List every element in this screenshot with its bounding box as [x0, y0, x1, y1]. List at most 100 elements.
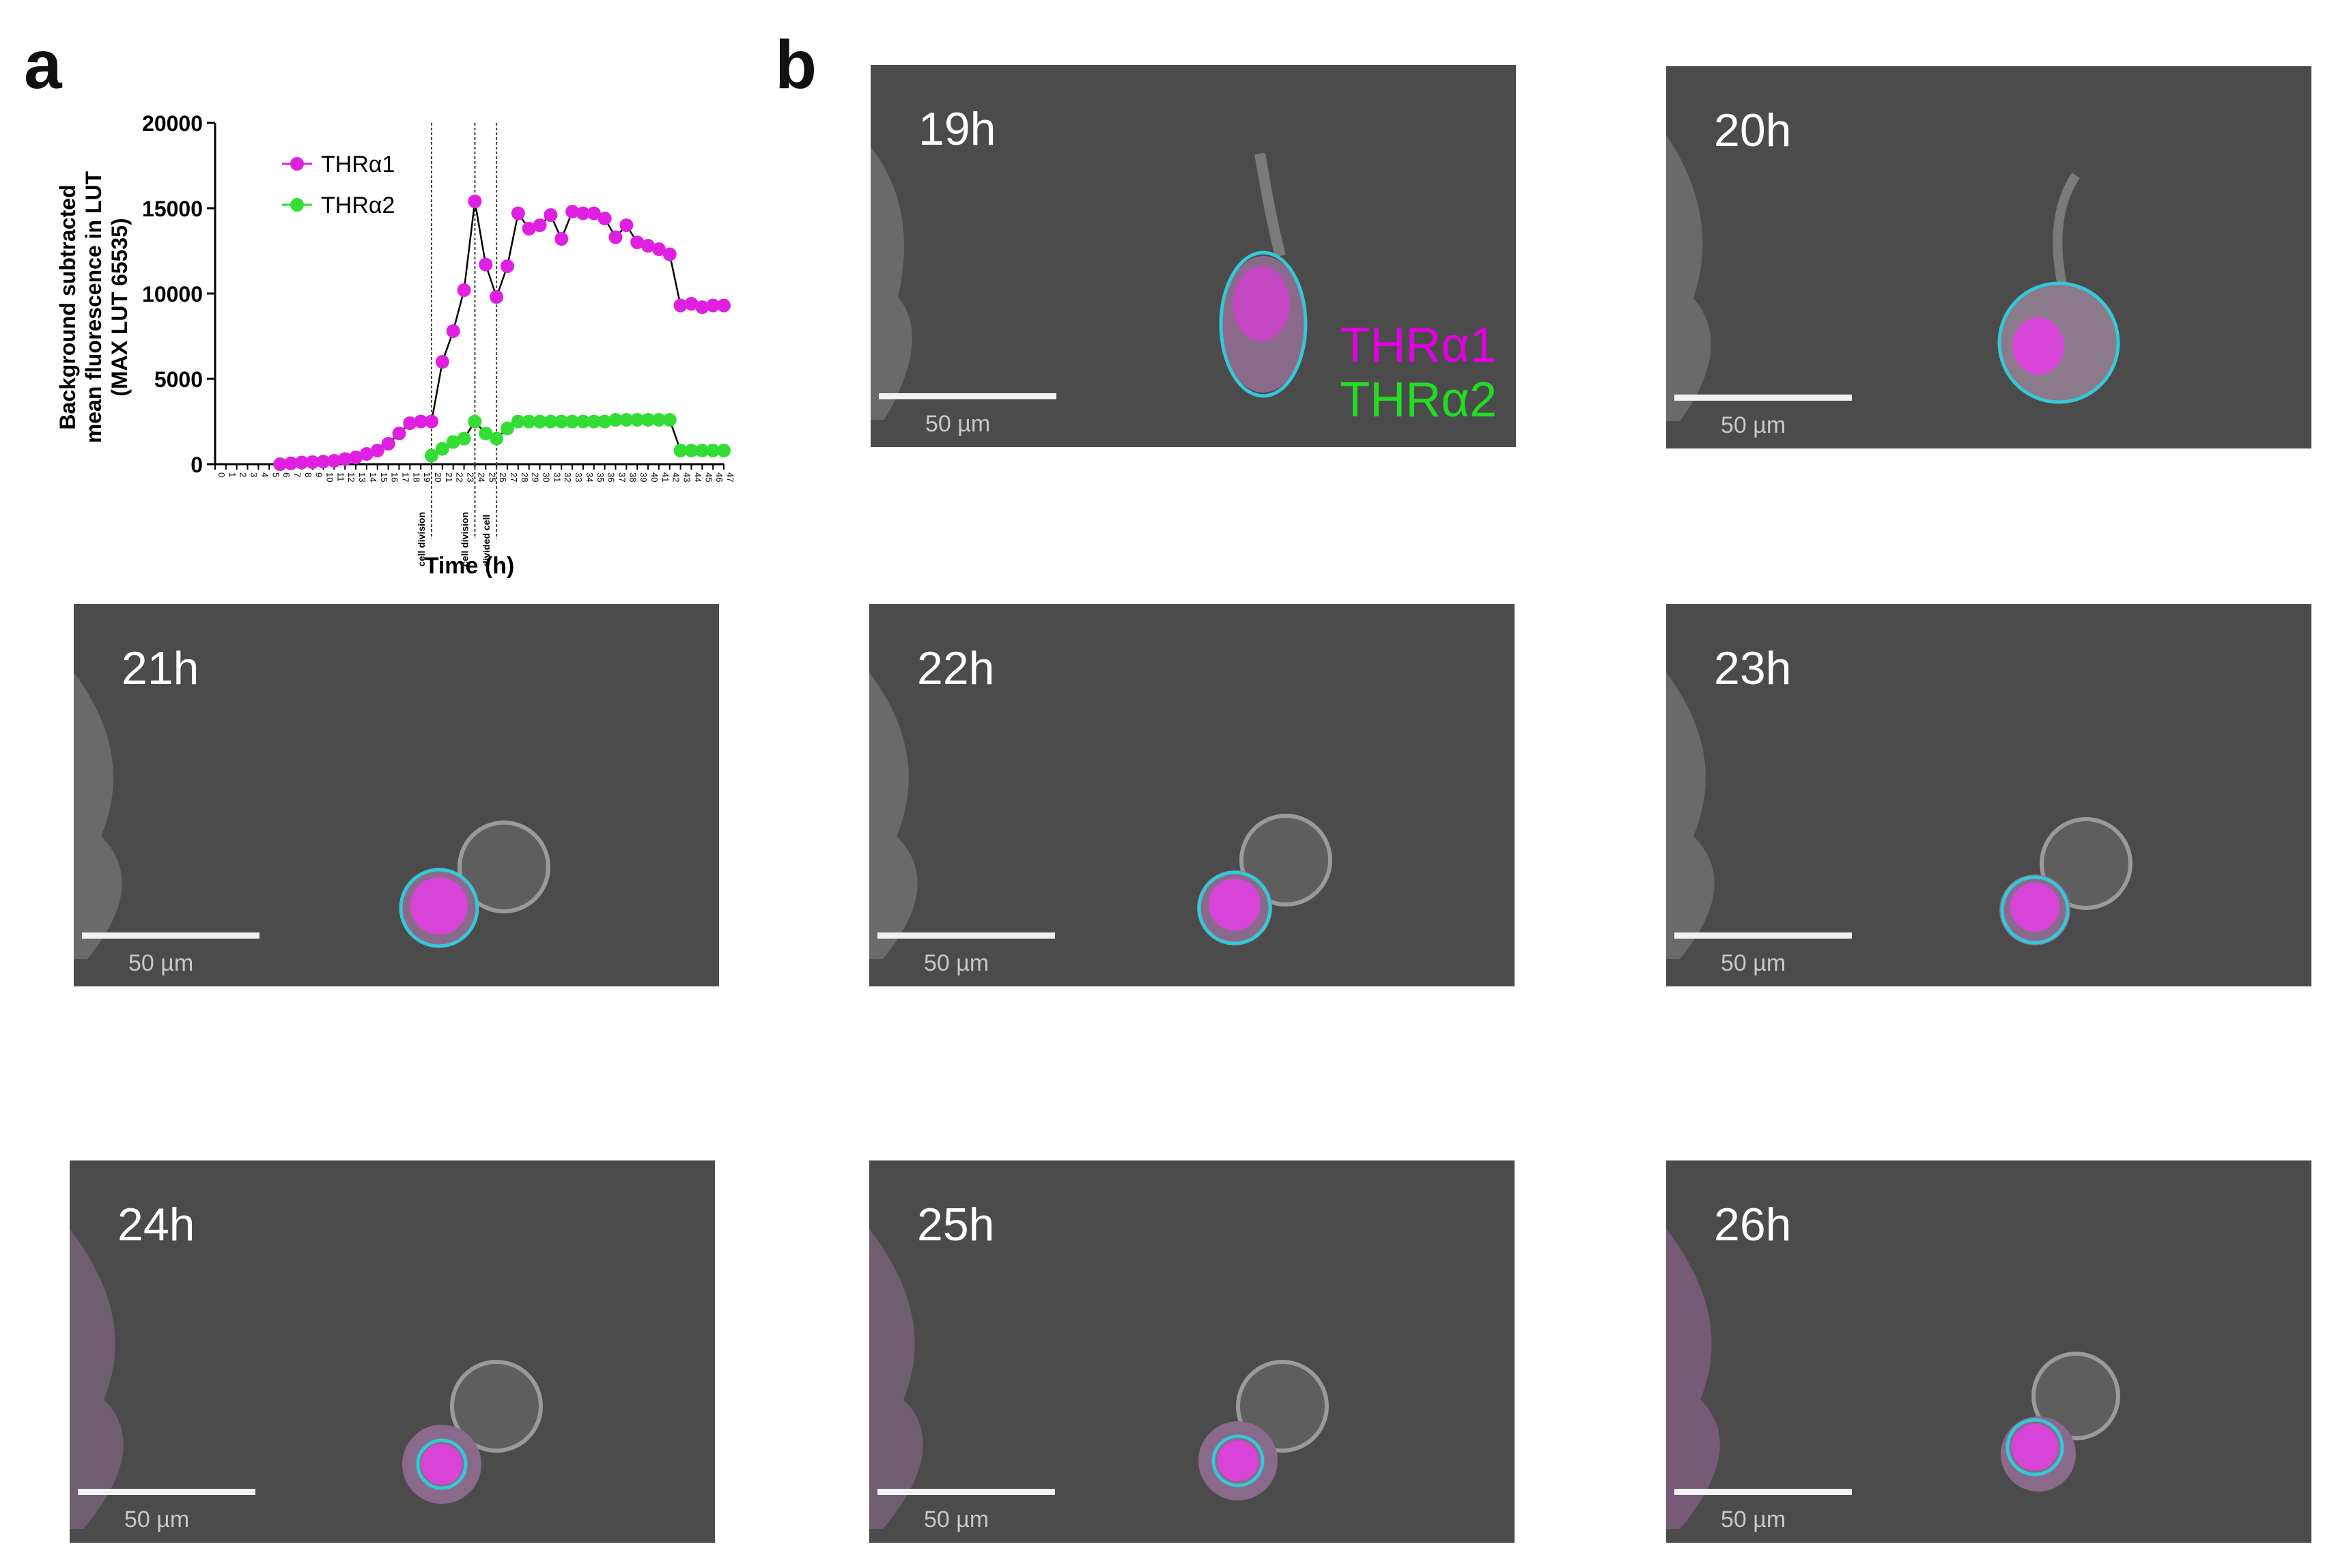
data-point: [500, 259, 514, 273]
x-tick-label: 36: [606, 472, 617, 482]
data-point: [576, 206, 590, 220]
scale-bar: [877, 1489, 1055, 1495]
thra1-signal: [2010, 883, 2059, 932]
x-tick-label: 4: [259, 472, 270, 477]
x-tick-label: 11: [335, 472, 346, 482]
data-point: [651, 242, 666, 256]
x-tick-label: 8: [303, 472, 313, 477]
event-label: cell division: [459, 512, 470, 567]
data-point: [381, 437, 395, 451]
data-point: [522, 222, 536, 236]
x-tick-label: 18: [411, 472, 421, 482]
daughter-cell: [1239, 814, 1332, 907]
micrograph-23h: 23h 50 µm: [1666, 604, 2311, 986]
x-tick-label: 32: [563, 472, 573, 482]
cell-outline: [1997, 281, 2120, 404]
y-axis-label: (MAX LUT 65535): [107, 218, 132, 396]
data-point: [283, 456, 298, 470]
daughter-cell: [2031, 1352, 2120, 1440]
x-tick-label: 1: [227, 472, 238, 477]
micrograph-19h: 19h THRα1 THRα2 50 µm: [871, 65, 1516, 447]
x-tick-label: 43: [682, 472, 692, 482]
neighbor-cell: [1666, 672, 1715, 959]
data-point: [717, 444, 731, 457]
x-tick-label: 42: [671, 472, 681, 482]
data-point: [511, 206, 525, 220]
micrograph-20h: 20h 50 µm: [1666, 66, 2311, 448]
scale-label: 50 µm: [924, 950, 989, 976]
data-point: [662, 247, 677, 261]
y-tick-label: 10000: [142, 282, 203, 307]
legend-label: THRα2: [321, 193, 395, 218]
y-tick-label: 5000: [154, 367, 203, 392]
scale-bar: [877, 932, 1055, 939]
x-tick-label: 47: [725, 472, 735, 482]
x-tick-label: 28: [520, 472, 530, 482]
data-point: [565, 414, 580, 429]
data-point: [435, 355, 449, 369]
cell-outline: [1197, 870, 1272, 945]
cell-outline: [2000, 875, 2070, 945]
thra1-signal: [421, 1444, 462, 1485]
neighbor-cell: [869, 1229, 923, 1529]
neighbor-cell: [1666, 1229, 1720, 1529]
x-tick-label: 6: [281, 472, 292, 477]
x-tick-label: 35: [595, 472, 606, 482]
micrograph-24h-image: [70, 1229, 543, 1529]
scale-bar: [82, 932, 259, 939]
x-tick-label: 46: [714, 472, 724, 482]
scale-label: 50 µm: [128, 950, 194, 976]
panel-label-a: a: [24, 27, 62, 103]
neighbor-cell: [74, 672, 122, 959]
daughter-cell: [2040, 817, 2133, 910]
neighbor-cell: [869, 672, 918, 959]
data-point: [425, 448, 439, 463]
data-point: [446, 324, 460, 338]
scale-bar: [78, 1489, 255, 1495]
data-point: [695, 300, 709, 314]
micrograph-25h-image: [869, 1229, 1329, 1529]
micrograph-20h-image: [1666, 134, 2120, 421]
data-point: [305, 455, 320, 469]
x-tick-label: 29: [531, 472, 541, 482]
data-point: [446, 435, 460, 449]
x-tick-label: 44: [692, 472, 703, 482]
data-point: [706, 298, 720, 313]
micrograph-25h: 25h 50 µm: [869, 1160, 1515, 1543]
data-point: [414, 414, 428, 429]
data-point: [316, 455, 330, 469]
data-point: [511, 414, 525, 429]
x-tick-label: 24: [476, 472, 486, 482]
cell-process: [1254, 152, 1286, 257]
scale-label: 50 µm: [1721, 950, 1786, 976]
thra1-signal: [2012, 317, 2064, 375]
x-tick-label: 12: [346, 472, 356, 482]
micrograph-26h-image: [1666, 1229, 2120, 1529]
data-point: [717, 298, 731, 313]
data-point: [630, 413, 645, 427]
micrograph-24h: 24h 50 µm: [70, 1160, 715, 1543]
legend-marker: [290, 157, 304, 171]
x-tick-label: 17: [400, 472, 410, 482]
x-tick-label: 21: [444, 472, 454, 482]
data-point: [457, 283, 471, 297]
time-label: 25h: [917, 1199, 995, 1251]
data-point: [619, 218, 634, 232]
micrograph-26h: 26h 50 µm: [1666, 1160, 2311, 1543]
x-tick-label: 30: [541, 472, 552, 482]
x-tick-label: 41: [660, 472, 671, 482]
x-tick-label: 14: [368, 472, 378, 482]
micrograph-22h-image: [869, 672, 1332, 959]
data-point: [479, 257, 493, 272]
data-point: [457, 431, 471, 446]
data-point: [479, 427, 493, 440]
micrograph-21h: 21h 50 µm: [74, 604, 719, 986]
data-point: [662, 413, 677, 427]
data-point: [706, 444, 720, 457]
data-point: [597, 212, 612, 225]
x-tick-label: 2: [238, 472, 249, 477]
scale-label: 50 µm: [925, 411, 991, 437]
time-label: 21h: [122, 642, 199, 694]
data-point: [370, 444, 384, 457]
data-point: [565, 205, 580, 218]
